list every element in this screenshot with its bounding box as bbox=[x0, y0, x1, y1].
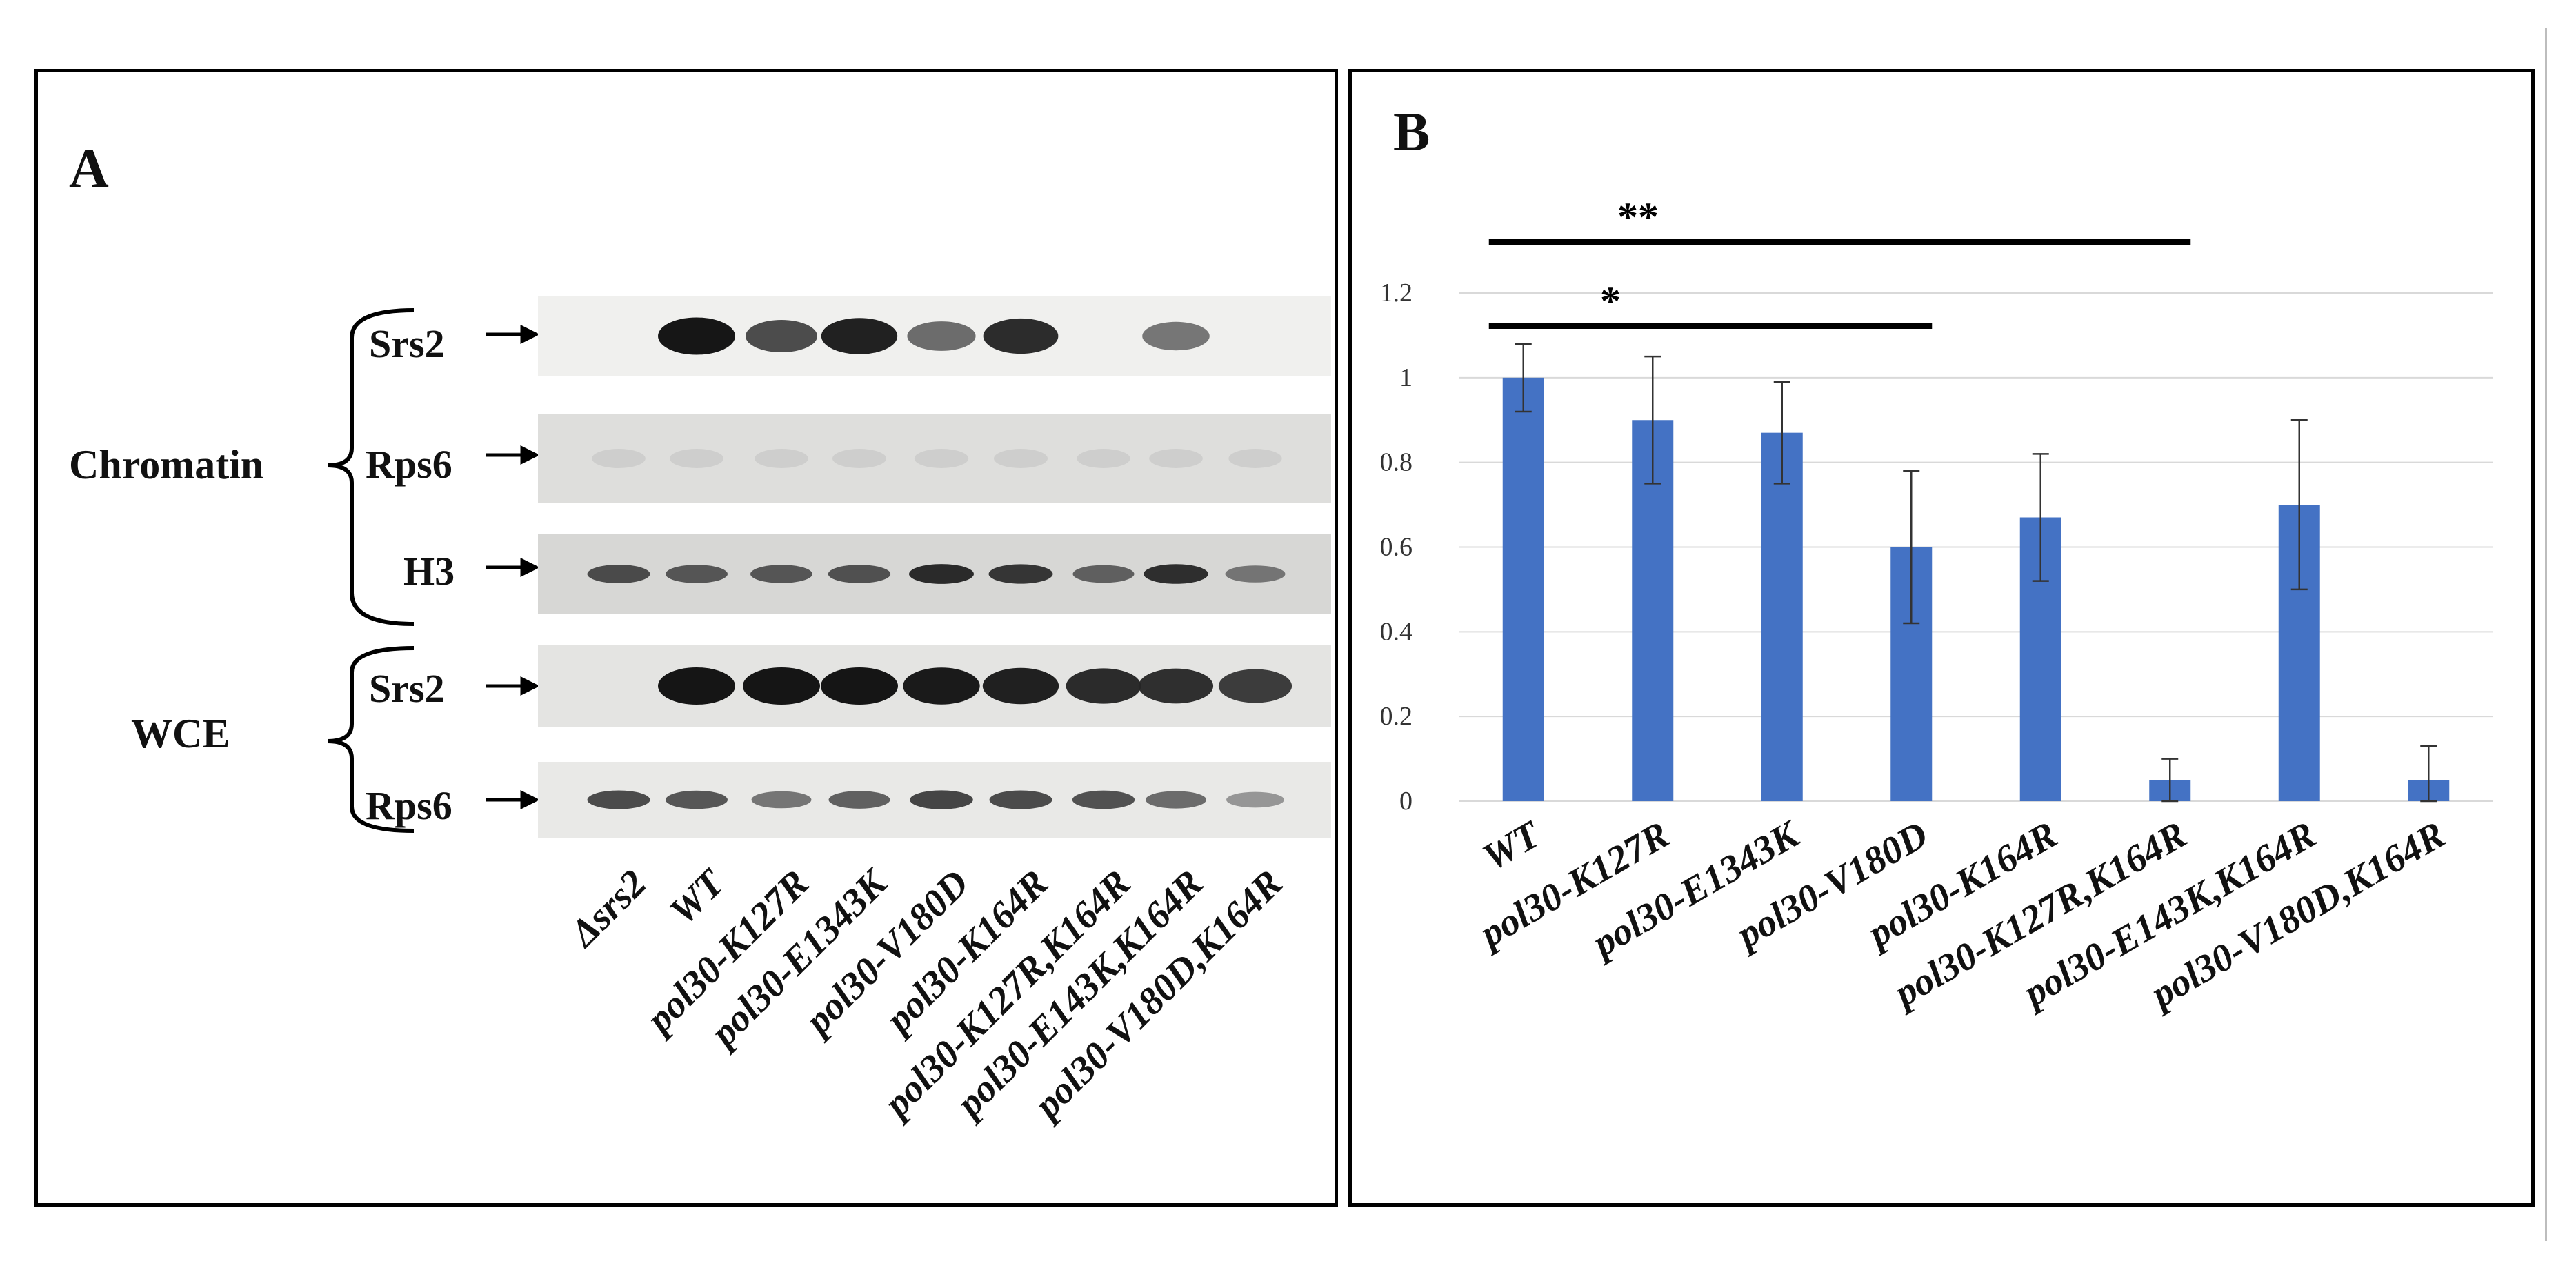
blot-band-srs2-3 bbox=[743, 667, 820, 705]
blot-band-srs2-9 bbox=[1218, 669, 1292, 703]
blot-strip-rps6-wce bbox=[538, 762, 1331, 838]
blot-band-rps6-8 bbox=[1149, 449, 1203, 468]
blot-band-rps6-5 bbox=[914, 449, 969, 468]
blot-band-srs2-4 bbox=[821, 667, 898, 705]
blot-band-h3-6 bbox=[988, 564, 1053, 584]
blot-band-h3-3 bbox=[750, 565, 812, 583]
blot-band-rps6-4 bbox=[828, 791, 890, 809]
blot-band-h3-5 bbox=[909, 564, 974, 584]
blot-band-h3-4 bbox=[828, 565, 891, 583]
y-tick-label-5: 0.8 bbox=[1380, 448, 1413, 477]
x-tick-label-wt: WT bbox=[1476, 812, 1549, 879]
significance-mark-2: * bbox=[1600, 279, 1621, 324]
bar-pol30-e1343k bbox=[1761, 432, 1803, 801]
blot-band-srs2-7 bbox=[1066, 668, 1141, 704]
blot-band-srs2-5 bbox=[907, 321, 976, 351]
bar-wt bbox=[1502, 377, 1544, 801]
y-tick-label-2: 0.2 bbox=[1380, 702, 1413, 731]
blot-band-rps6-5 bbox=[910, 790, 973, 809]
group-label-chromatin: Chromatin bbox=[69, 442, 264, 487]
y-tick-label-6: 1 bbox=[1399, 363, 1412, 392]
row-arrow-head-2 bbox=[520, 445, 540, 465]
blot-band-srs2-5 bbox=[903, 667, 980, 705]
blot-strip-rps6-chromatin bbox=[538, 414, 1331, 503]
blot-strip-srs2-chromatin bbox=[538, 296, 1331, 376]
panel-a: A Chromatin WCE Srs2 Rps6 H3 Srs2 Rps6 Δ… bbox=[34, 69, 1338, 1207]
blot-band-rps6-2 bbox=[666, 790, 728, 809]
y-tick-label-4: 0.6 bbox=[1380, 533, 1413, 562]
row-arrow-head-1 bbox=[520, 324, 540, 345]
blot-band-rps6-1 bbox=[592, 449, 646, 468]
y-tick-label-1: 0 bbox=[1399, 787, 1412, 816]
blot-band-rps6-8 bbox=[1146, 791, 1206, 809]
blot-strip-h3 bbox=[538, 534, 1331, 614]
blot-band-rps6-6 bbox=[994, 449, 1048, 468]
wce-bracket bbox=[327, 646, 415, 833]
blot-band-rps6-1 bbox=[587, 790, 650, 809]
y-tick-label-3: 0.4 bbox=[1380, 617, 1413, 646]
blot-band-srs2-2 bbox=[658, 317, 735, 355]
blot-band-rps6-9 bbox=[1226, 791, 1284, 808]
row-arrow-head-3 bbox=[520, 557, 540, 578]
panel-a-label: A bbox=[69, 139, 109, 199]
blot-band-rps6-7 bbox=[1072, 790, 1135, 809]
blot-band-rps6-2 bbox=[670, 449, 723, 468]
blot-band-rps6-4 bbox=[832, 449, 886, 468]
blot-band-srs2-6 bbox=[982, 667, 1059, 705]
bar-chart: 00.20.40.60.811.2WTpol30-K127Rpol30-E134… bbox=[1380, 194, 2493, 1018]
blot-band-rps6-7 bbox=[1077, 449, 1130, 468]
group-label-wce: WCE bbox=[131, 711, 230, 756]
row-arrow-head-4 bbox=[520, 676, 540, 696]
blot-strip-srs2-wce bbox=[538, 645, 1331, 727]
row-arrow-head-5 bbox=[520, 789, 540, 810]
blot-band-h3-9 bbox=[1225, 565, 1286, 583]
y-tick-label-7: 1.2 bbox=[1380, 279, 1413, 307]
blot-band-srs2-4 bbox=[821, 318, 898, 354]
blot-band-srs2-2 bbox=[658, 667, 735, 705]
row-label-srs2-chromatin: Srs2 bbox=[369, 321, 445, 366]
blot-band-h3-2 bbox=[666, 565, 728, 583]
row-label-rps6-wce: Rps6 bbox=[366, 783, 452, 828]
blot-band-srs2-6 bbox=[983, 318, 1059, 354]
blot-band-rps6-3 bbox=[755, 449, 808, 468]
blot-band-h3-1 bbox=[587, 565, 650, 583]
significance-mark-1: ** bbox=[1617, 194, 1659, 240]
page-edge-line bbox=[2545, 28, 2547, 1241]
panel-b: B 0 0.2 0.4 0.6 0.8 1 1.2 WT pol30-K127R pol30-E1… bbox=[1348, 69, 2535, 1207]
panel-b-label: B bbox=[1393, 102, 1430, 163]
row-label-h3: H3 bbox=[403, 549, 455, 594]
blot-band-rps6-6 bbox=[989, 790, 1052, 809]
blot-band-rps6-9 bbox=[1228, 449, 1282, 468]
blot-band-h3-8 bbox=[1144, 564, 1208, 584]
blot-band-srs2-8 bbox=[1138, 668, 1214, 704]
chromatin-bracket bbox=[327, 308, 415, 626]
brackets-and-arrows bbox=[327, 308, 540, 833]
blot-band-rps6-3 bbox=[751, 791, 812, 809]
blot-band-srs2-3 bbox=[746, 320, 817, 352]
blot-band-srs2-8 bbox=[1142, 321, 1210, 351]
blot-band-h3-7 bbox=[1072, 565, 1135, 583]
row-label-rps6-chromatin: Rps6 bbox=[366, 442, 452, 487]
row-label-srs2-wce: Srs2 bbox=[369, 666, 445, 711]
